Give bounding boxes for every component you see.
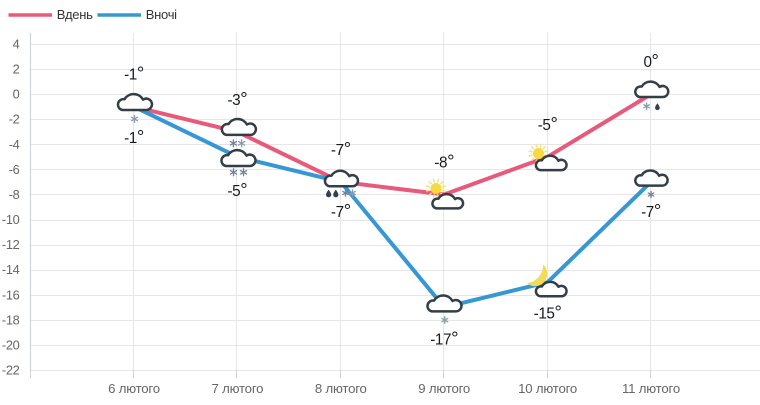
svg-text:8 лютого: 8 лютого	[315, 381, 367, 396]
svg-text:Вдень: Вдень	[57, 7, 93, 22]
svg-text:0°: 0°	[643, 50, 658, 71]
svg-text:-10: -10	[2, 212, 20, 227]
svg-text:7 лютого: 7 лютого	[212, 381, 264, 396]
svg-text:9 лютого: 9 лютого	[418, 381, 470, 396]
svg-text:-6: -6	[9, 162, 20, 177]
svg-text:-7°: -7°	[641, 200, 661, 221]
svg-text:-20: -20	[2, 337, 20, 352]
svg-text:6 лютого: 6 лютого	[108, 381, 160, 396]
svg-text:0: 0	[13, 87, 20, 102]
svg-text:-17°: -17°	[430, 328, 458, 349]
svg-text:-14: -14	[2, 262, 20, 277]
svg-text:10 лютого: 10 лютого	[518, 381, 577, 396]
svg-text:-5°: -5°	[538, 113, 558, 134]
svg-text:-16: -16	[2, 287, 20, 302]
svg-text:-7°: -7°	[331, 200, 351, 221]
svg-text:-8: -8	[9, 187, 20, 202]
svg-text:2: 2	[13, 62, 20, 77]
svg-text:4: 4	[13, 37, 20, 52]
svg-text:-7°: -7°	[331, 138, 351, 159]
svg-text:-1°: -1°	[124, 63, 144, 84]
svg-text:11 лютого: 11 лютого	[622, 381, 680, 396]
svg-text:-1°: -1°	[124, 126, 144, 147]
svg-text:-22: -22	[2, 363, 20, 378]
svg-text:-5°: -5°	[227, 179, 247, 200]
svg-text:-2: -2	[9, 112, 20, 127]
svg-text:-15°: -15°	[534, 302, 562, 323]
svg-text:Вночі: Вночі	[146, 7, 177, 22]
svg-text:-18: -18	[2, 312, 20, 327]
svg-text:-12: -12	[2, 237, 20, 252]
svg-text:-3°: -3°	[227, 88, 247, 109]
svg-text:-8°: -8°	[434, 151, 454, 172]
svg-text:-4: -4	[9, 137, 20, 152]
